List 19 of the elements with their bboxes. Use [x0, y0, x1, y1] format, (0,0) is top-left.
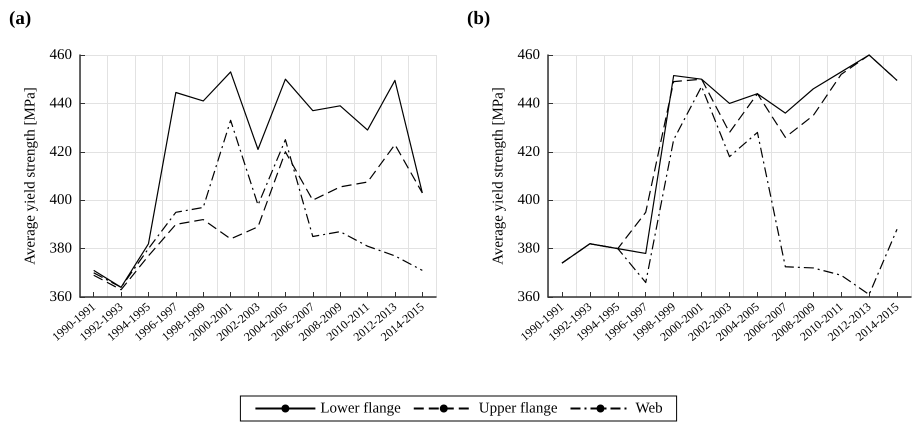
chart-title: (a): [9, 8, 32, 29]
y-tick-label: 440: [50, 95, 72, 112]
y-tick-label: 420: [518, 144, 540, 160]
y-tick-label: 460: [50, 47, 72, 63]
y-tick-label: 380: [50, 240, 72, 257]
legend-label: Upper flange: [478, 400, 558, 416]
y-axis-title: Average yield strength [MPa]: [22, 87, 38, 265]
y-tick-label: 400: [50, 192, 72, 208]
y-tick-label: 360: [518, 289, 540, 305]
legend-label: Lower flange: [320, 400, 402, 416]
y-tick-label: 440: [518, 95, 540, 112]
y-axis-title: Average yield strength [MPa]: [490, 87, 506, 265]
y-tick-label: 380: [518, 240, 540, 257]
legend-label: Web: [635, 400, 663, 416]
y-tick-label: 420: [50, 144, 72, 160]
chart-title: (b): [467, 8, 490, 29]
y-tick-label: 400: [518, 192, 540, 208]
y-tick-label: 460: [518, 47, 540, 63]
y-tick-label: 360: [50, 289, 72, 305]
